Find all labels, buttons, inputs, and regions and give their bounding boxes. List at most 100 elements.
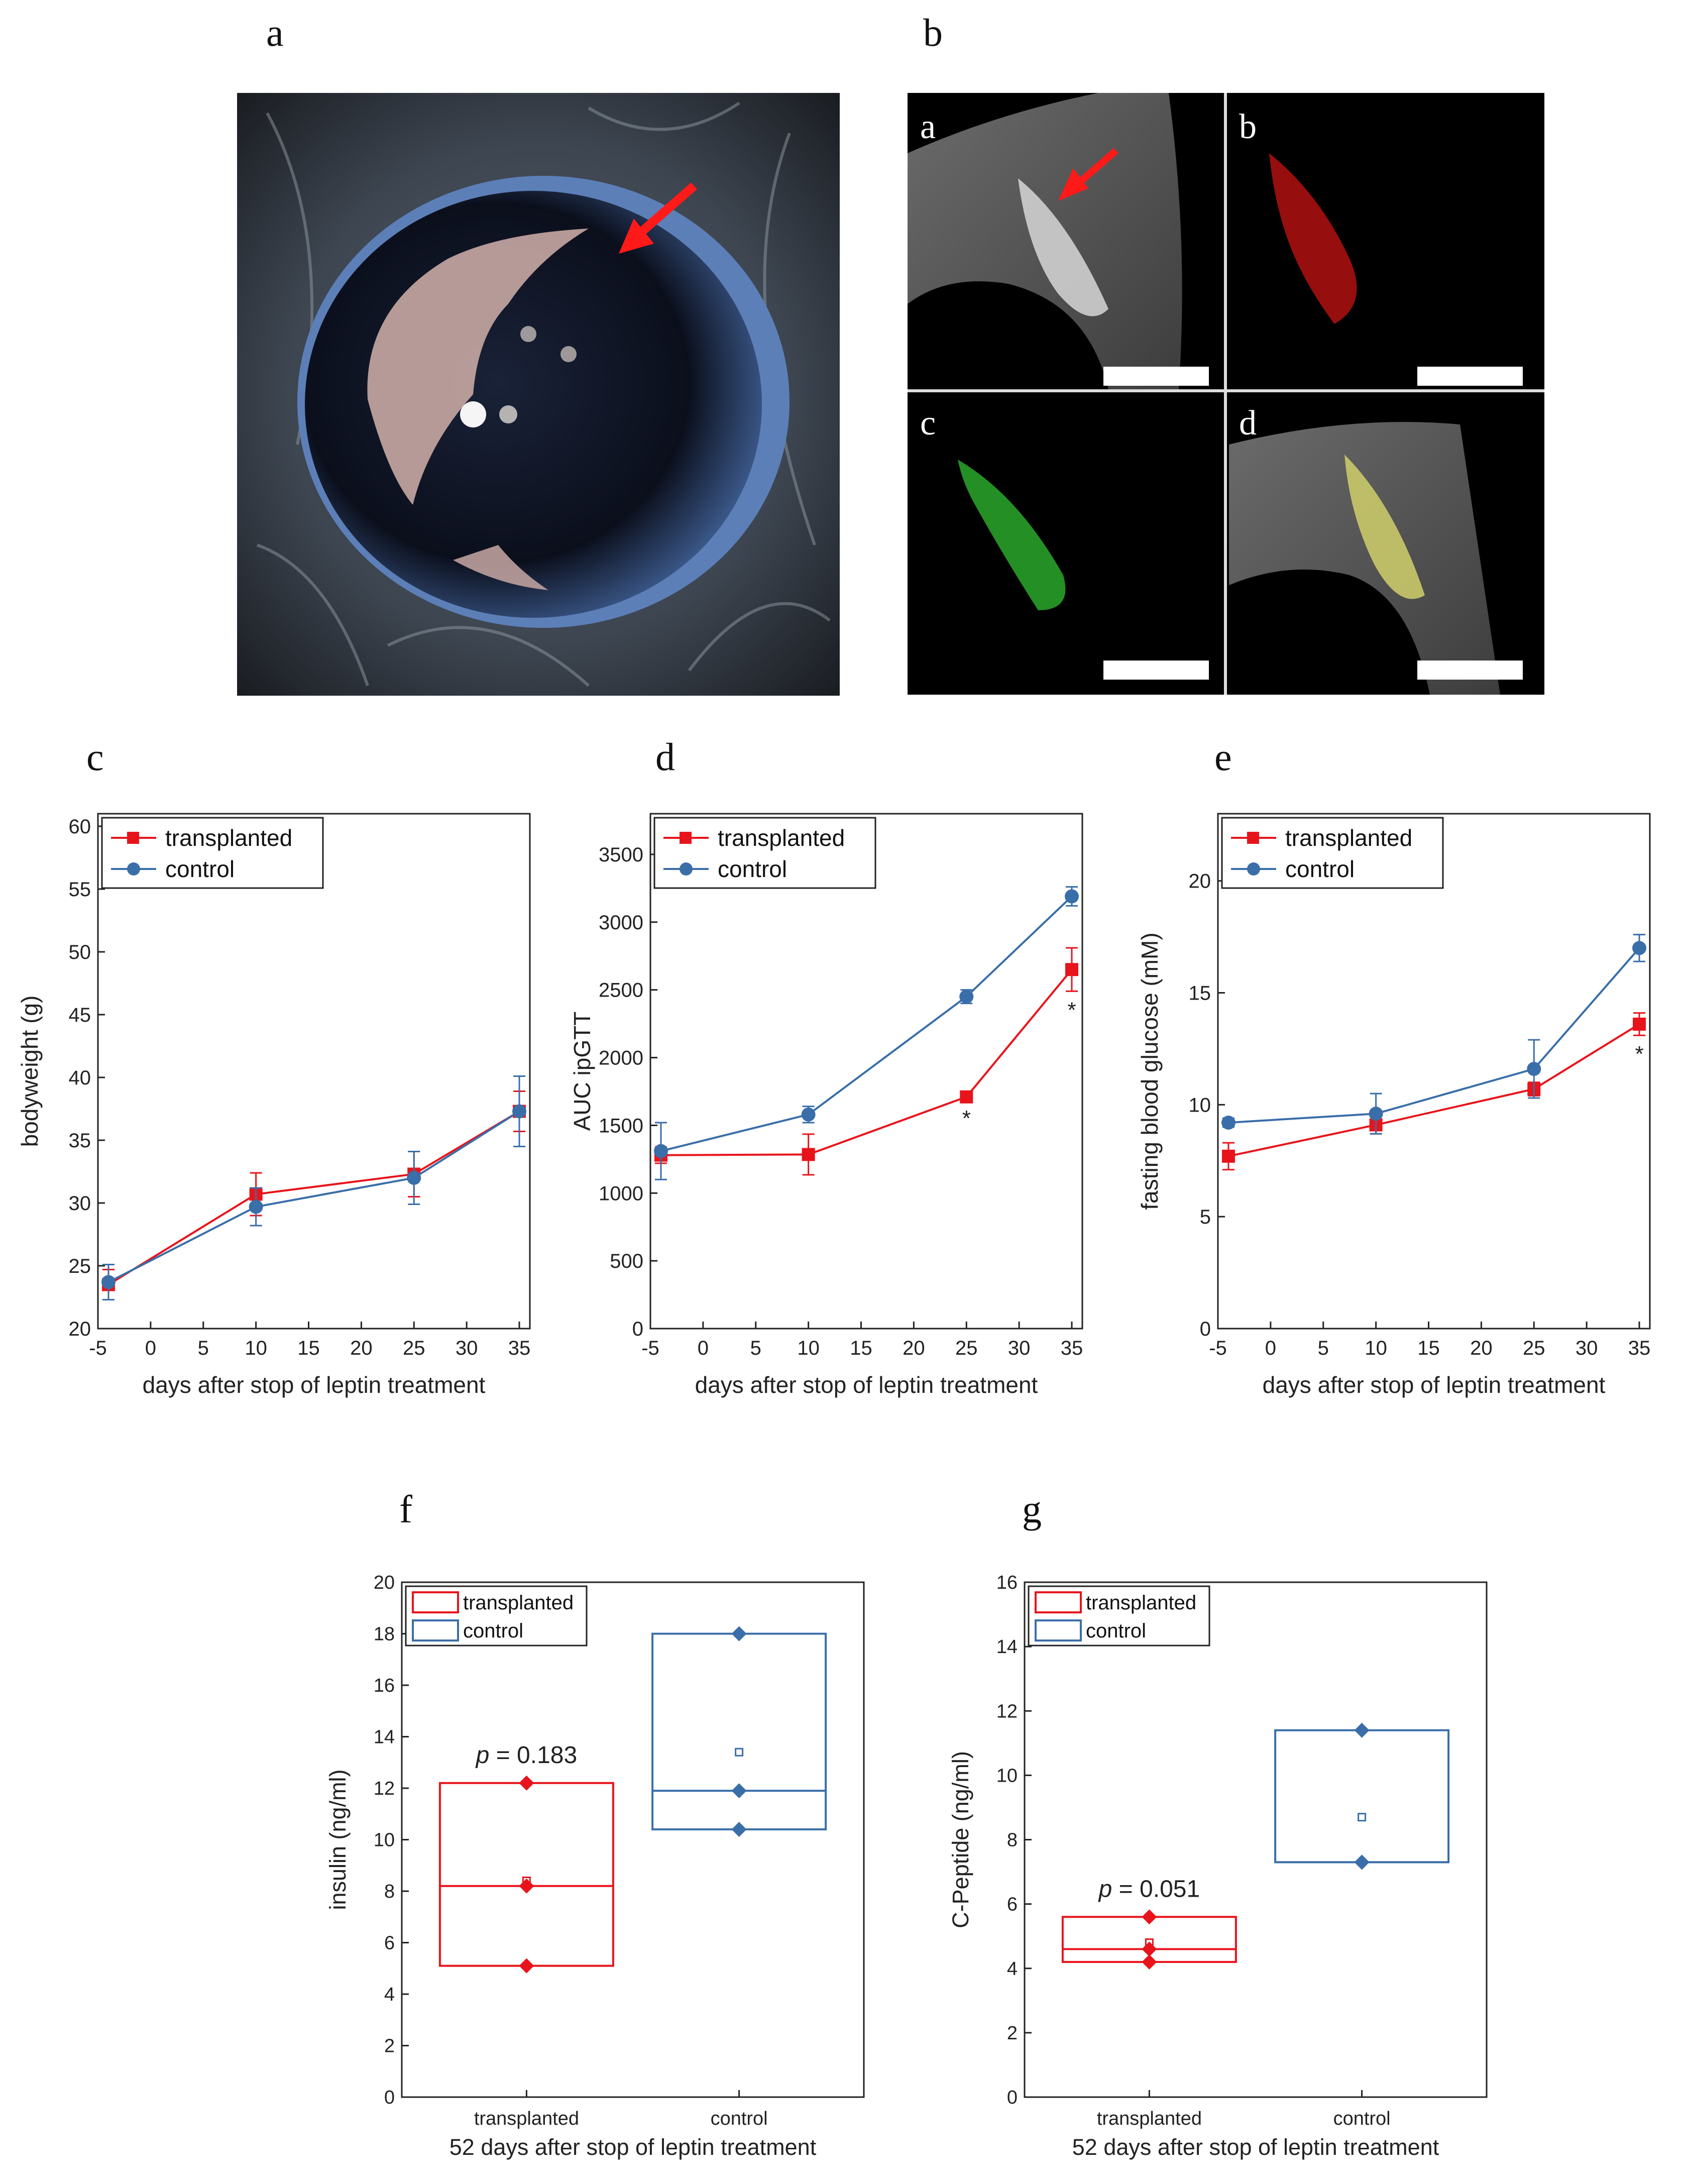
- data-point-control: [731, 1822, 747, 1837]
- p-value-label: p = 0.051: [1098, 1876, 1200, 1902]
- panel-label-c: c: [86, 735, 104, 779]
- x-tick-label: 10: [797, 1337, 820, 1359]
- y-tick-label: 8: [384, 1881, 395, 1902]
- x-tick-label-control: control: [1333, 2108, 1391, 2129]
- data-point-control: [1632, 941, 1647, 955]
- y-tick-label: 60: [69, 816, 91, 838]
- plot-frame: [97, 813, 531, 1330]
- data-point-transplanted: [1142, 1909, 1157, 1925]
- x-tick-label: 5: [198, 1337, 209, 1359]
- data-point-control: [1065, 889, 1079, 904]
- y-tick-label: 2: [1007, 2023, 1018, 2044]
- y-tick-label: 25: [69, 1255, 91, 1277]
- p-value-symbol: p: [475, 1742, 490, 1769]
- data-point-control: [407, 1171, 421, 1185]
- chart-bodyweight: -5 0 5 10 15 20 25 30 35 20 25 30 35 40 45 50 55 60 days a…: [17, 813, 531, 1398]
- legend-marker-control: [127, 862, 140, 876]
- x-tick-label: 15: [297, 1337, 320, 1359]
- legend-label-transplanted: transplanted: [718, 825, 845, 851]
- y-tick-label: 18: [374, 1624, 395, 1645]
- panel-label-a: a: [266, 11, 284, 54]
- legend-marker-control: [680, 862, 693, 876]
- y-tick-label: 12: [996, 1701, 1018, 1722]
- series-line-control: [108, 1110, 520, 1283]
- x-axis-label: days after stop of leptin treatment: [695, 1372, 1038, 1398]
- data-point-control: [1369, 1107, 1383, 1121]
- x-tick-label-transplanted: transplanted: [1097, 2108, 1202, 2129]
- legend-label-control: control: [1285, 856, 1355, 882]
- data-point-transplanted: [1142, 1941, 1157, 1957]
- x-tick-label: 25: [955, 1337, 978, 1359]
- legend-marker-control: [1035, 1619, 1082, 1642]
- legend-marker-control: [1247, 862, 1260, 876]
- data-point-control: [959, 990, 974, 1004]
- y-tick-label: 0: [384, 2087, 395, 2108]
- mean-marker-control: [735, 1748, 744, 1757]
- y-tick-label: 4: [384, 1984, 395, 2005]
- panel-label-e: e: [1214, 735, 1232, 779]
- legend-marker-transplanted: [412, 1591, 459, 1613]
- y-tick-label: 45: [69, 1004, 91, 1026]
- legend-label-control: control: [718, 856, 787, 882]
- x-tick-label: 10: [245, 1337, 267, 1359]
- y-tick-label: 10: [374, 1830, 395, 1851]
- legend-box: [405, 1585, 588, 1647]
- x-tick-label: 35: [1061, 1337, 1083, 1359]
- y-tick-label: 16: [996, 1572, 1018, 1593]
- x-tick-label: 30: [1576, 1337, 1598, 1359]
- eye-photo: [237, 93, 840, 696]
- data-point-transplanted: [519, 1775, 534, 1791]
- panel-label-g: g: [1022, 1487, 1042, 1531]
- x-tick-label: -5: [89, 1337, 107, 1359]
- p-value-text: = 0.183: [489, 1742, 577, 1769]
- x-axis-label: days after stop of leptin treatment: [143, 1372, 486, 1398]
- x-tick-label-transplanted: transplanted: [474, 2108, 579, 2129]
- series-line-transplanted: [107, 1110, 520, 1286]
- y-tick-label: 20: [1189, 870, 1211, 893]
- legend-label-transplanted: transplanted: [463, 1592, 574, 1614]
- y-tick-label: 6: [1007, 1894, 1018, 1915]
- legend-label-control: control: [463, 1620, 523, 1642]
- micro-label-b: b: [1239, 107, 1257, 146]
- p-value-text: = 0.051: [1112, 1876, 1200, 1902]
- panel-label-f: f: [399, 1487, 412, 1531]
- box-control: [651, 1632, 827, 1830]
- x-tick-label: -5: [1209, 1337, 1227, 1359]
- microscopy-grid: a b c d: [908, 93, 1544, 695]
- y-tick-label: 15: [1189, 982, 1211, 1005]
- y-axis-label: fasting blood glucose (mM): [1137, 932, 1163, 1210]
- y-tick-label: 0: [632, 1318, 643, 1340]
- data-point-transplanted: [1633, 1017, 1646, 1031]
- data-point-control: [1354, 1722, 1370, 1738]
- y-tick-label: 55: [69, 879, 91, 901]
- data-point-transplanted: [802, 1148, 815, 1161]
- y-tick-label: 12: [374, 1778, 395, 1799]
- chart-auc-ipgtt: -5 0 5 10 15 20 25 30 35050010001500200025003000…: [569, 813, 1083, 1398]
- panel-label-d: d: [655, 735, 675, 779]
- y-tick-label: 8: [1007, 1830, 1018, 1851]
- data-point-control: [731, 1626, 747, 1642]
- y-tick-label: 500: [610, 1250, 643, 1272]
- data-point-transplanted: [519, 1878, 534, 1894]
- x-tick-label: 35: [508, 1337, 531, 1359]
- chart-insulin: 0 2 4 6 8 10 12 14 16 18 20 transplanted control 52 d…: [325, 1572, 865, 2160]
- x-tick-label: 5: [750, 1337, 761, 1359]
- x-tick-label: 0: [1265, 1337, 1276, 1359]
- box-control: [1274, 1729, 1450, 1864]
- x-tick-label: 5: [1318, 1337, 1329, 1359]
- data-point-control: [512, 1104, 527, 1119]
- legend-label-control: control: [1086, 1620, 1146, 1642]
- data-point-transplanted: [519, 1958, 534, 1974]
- y-tick-label: 2000: [599, 1047, 643, 1069]
- y-tick-label: 30: [69, 1192, 91, 1215]
- plot-frame: [1024, 1581, 1488, 2098]
- y-tick-label: 4: [1007, 1958, 1018, 1980]
- plot-frame: [401, 1581, 865, 2098]
- data-point-control: [1354, 1854, 1370, 1870]
- chart-c-peptide: 0 2 4 6 8 10 12 14 16 transplanted control 52 days …: [948, 1572, 1488, 2160]
- micro-label-a: a: [920, 107, 936, 146]
- series-line-control: [660, 896, 1073, 1152]
- x-tick-label-control: control: [711, 2108, 768, 2129]
- data-point-control: [1527, 1062, 1541, 1076]
